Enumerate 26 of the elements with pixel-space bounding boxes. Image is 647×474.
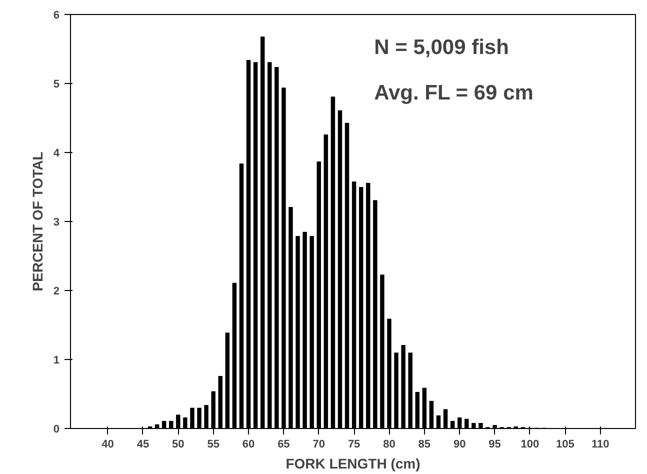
x-axis-title: FORK LENGTH (cm) [286, 456, 420, 472]
y-tick-label: 4 [53, 148, 60, 160]
annotation: N = 5,009 fish [374, 36, 509, 60]
x-tick-label: 100 [520, 438, 540, 450]
y-axis-title: PERCENT OF TOTAL [29, 151, 46, 292]
y-tick-label: 2 [53, 286, 60, 298]
x-tick-label: 110 [591, 438, 610, 450]
x-tick-label: 60 [242, 438, 255, 450]
y-tick-label: 0 [53, 424, 60, 436]
x-tick-label: 40 [102, 438, 114, 450]
x-tick-label: 105 [556, 438, 574, 450]
y-tick-label: 1 [53, 354, 60, 366]
x-tick-label: 90 [453, 438, 466, 450]
y-tick-label: 6 [53, 10, 60, 22]
x-tick-label: 55 [207, 438, 220, 450]
x-tick-label: 70 [312, 438, 326, 450]
x-tick-label: 85 [418, 438, 431, 450]
x-tick-label: 45 [136, 438, 150, 450]
x-tick-label: 80 [383, 438, 396, 450]
x-tick-label: 65 [278, 438, 290, 450]
x-tick-label: 50 [172, 438, 184, 450]
x-tick-label: 75 [348, 438, 360, 450]
annotation: Avg. FL = 69 cm [374, 82, 534, 105]
y-tick-label: 5 [53, 78, 60, 90]
x-tick-label: 95 [488, 438, 501, 450]
y-tick-label: 3 [53, 216, 60, 228]
